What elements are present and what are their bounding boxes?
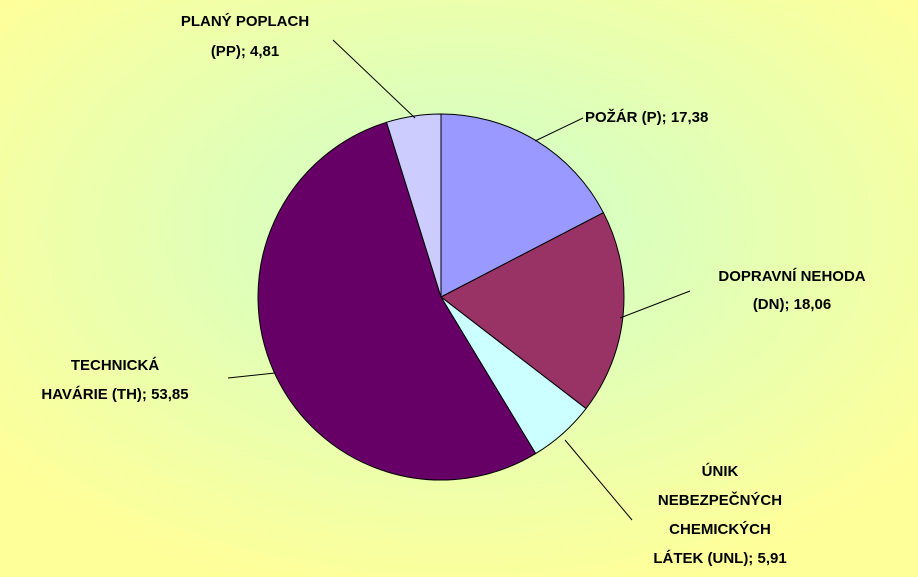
data-label: ÚNIK NEBEZPEČNÝCH CHEMICKÝCH LÁTEK (UNL); 5…: [653, 462, 786, 567]
data-label-line: HAVÁRIE (TH); 53,85: [41, 386, 188, 403]
data-label-line: (PP); 4,81: [211, 43, 279, 60]
leader-line: [564, 439, 633, 521]
data-label-line: LÁTEK (UNL); 5,91: [653, 550, 786, 567]
pie-slice: [440, 212, 625, 410]
leader-line: [332, 39, 416, 119]
leader-line: [534, 117, 584, 142]
data-label: PLANÝ POPLACH (PP); 4,81: [181, 12, 309, 60]
data-label-line: DOPRAVNÍ NEHODA: [718, 268, 865, 285]
leader-line: [227, 372, 276, 379]
leader-line: [619, 290, 691, 319]
data-label: TECHNICKÁ HAVÁRIE (TH); 53,85: [41, 357, 188, 403]
data-label-line: ÚNIK: [702, 462, 739, 480]
data-label-line: (DN); 18,06: [753, 296, 831, 313]
data-label: DOPRAVNÍ NEHODA (DN); 18,06: [718, 268, 865, 313]
data-label-line: TECHNICKÁ: [71, 357, 159, 374]
data-label: POŽÁR (P); 17,38: [585, 108, 708, 126]
pie-slice: [257, 121, 537, 481]
data-label-line: PLANÝ POPLACH: [181, 12, 309, 30]
data-label-line: NEBEZPEČNÝCH: [658, 491, 782, 509]
data-label-line: POŽÁR (P); 17,38: [585, 108, 708, 126]
data-label-line: CHEMICKÝCH: [669, 520, 771, 538]
